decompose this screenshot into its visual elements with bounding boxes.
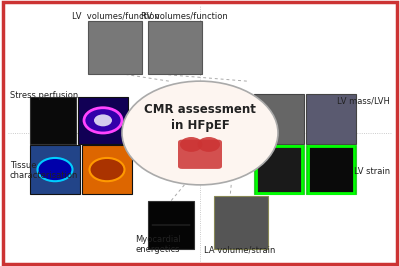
Bar — [78, 97, 128, 144]
Bar — [308, 146, 354, 193]
Bar — [148, 21, 202, 74]
Circle shape — [122, 81, 278, 185]
Circle shape — [94, 114, 112, 126]
Bar — [88, 21, 142, 74]
Bar — [214, 196, 268, 249]
Text: LV  volumes/function: LV volumes/function — [72, 12, 160, 21]
Circle shape — [180, 137, 202, 152]
Text: CMR assessment
in HFpEF: CMR assessment in HFpEF — [144, 102, 256, 132]
Text: Stress perfusion: Stress perfusion — [10, 91, 78, 100]
Bar — [254, 94, 304, 144]
Text: LA volume/strain: LA volume/strain — [204, 245, 276, 254]
Bar — [306, 94, 356, 144]
Bar — [306, 145, 356, 194]
Bar — [256, 146, 302, 193]
Circle shape — [84, 108, 122, 133]
Text: Myocardial
energetics: Myocardial energetics — [135, 235, 181, 254]
Bar — [82, 145, 132, 194]
Circle shape — [198, 137, 220, 152]
Text: RV volumes/function: RV volumes/function — [141, 12, 227, 21]
Text: LV strain: LV strain — [354, 167, 390, 176]
Bar — [30, 97, 76, 144]
FancyBboxPatch shape — [178, 140, 222, 169]
Bar — [254, 145, 304, 194]
Bar — [148, 201, 194, 249]
Text: Tissue
characterisation: Tissue characterisation — [10, 161, 78, 180]
Circle shape — [38, 158, 72, 181]
Text: LV mass/LVH: LV mass/LVH — [337, 97, 390, 106]
Circle shape — [90, 158, 124, 181]
Bar — [30, 145, 80, 194]
